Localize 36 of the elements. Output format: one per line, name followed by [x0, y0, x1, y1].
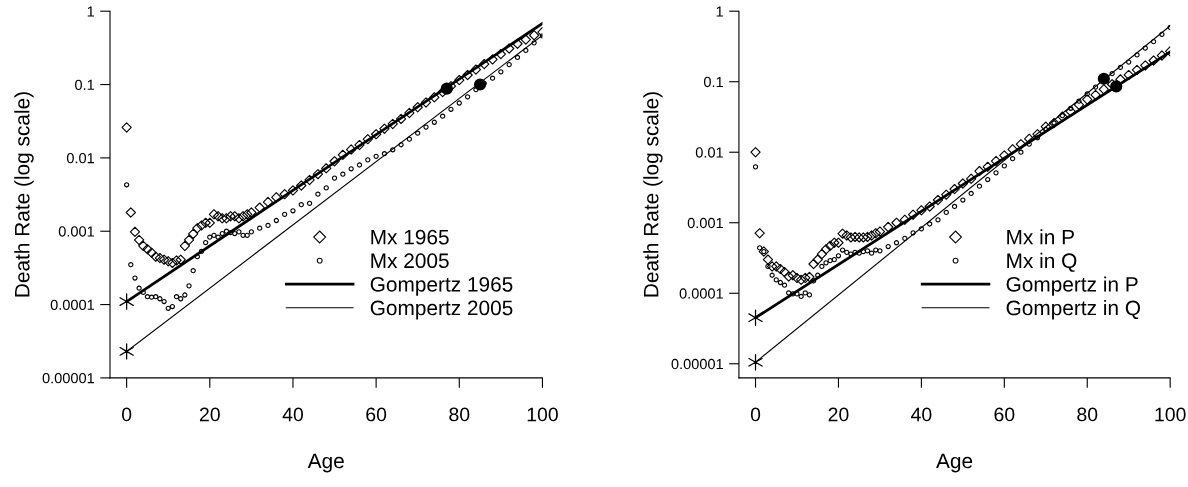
y-tick-label: 0.1 — [703, 76, 723, 88]
x-axis-title: Age — [936, 453, 973, 473]
legend-label: Mx 2005 — [371, 253, 449, 269]
legend-label: Gompertz 2005 — [370, 300, 513, 320]
y-tick-label: 1 — [716, 6, 723, 17]
x-tick-label: 0 — [121, 407, 132, 422]
y-tick-label: 1 — [87, 6, 95, 17]
x-tick-label: 60 — [366, 407, 387, 422]
x-axis-title: Age — [307, 453, 344, 473]
y-axis-title: Death Rate (log scale) — [14, 92, 34, 297]
y-tick-label: 0.01 — [66, 152, 95, 164]
x-tick-label: 40 — [911, 407, 932, 422]
legend-label: Mx in P — [1007, 229, 1074, 245]
legend-label: Gompertz in Q — [1006, 299, 1141, 320]
y-axis-title: Death Rate (log scale) — [643, 92, 663, 297]
y-tick-label: 0.0001 — [679, 288, 723, 299]
x-tick-label: 60 — [994, 407, 1015, 422]
x-tick-label: 100 — [1155, 407, 1186, 422]
y-tick-label: 0.0001 — [50, 299, 95, 310]
legend-label: Gompertz 1965 — [370, 276, 513, 296]
y-tick-label: 0.00001 — [671, 358, 723, 370]
y-tick-label: 0.01 — [695, 147, 723, 158]
y-tick-label: 0.00001 — [42, 373, 95, 384]
y-tick-label: 0.001 — [687, 217, 723, 229]
legend-label: Gompertz in P — [1006, 276, 1138, 296]
x-tick-label: 20 — [828, 407, 849, 422]
y-tick-label: 0.001 — [58, 226, 95, 237]
legend-label: Mx 1965 — [371, 229, 449, 245]
x-tick-label: 40 — [282, 407, 304, 422]
y-tick-label: 0.1 — [75, 79, 95, 90]
x-tick-label: 0 — [750, 407, 761, 422]
x-tick-label: 80 — [1077, 407, 1098, 422]
legend-label: Mx in Q — [1007, 252, 1077, 272]
x-tick-label: 20 — [199, 407, 220, 422]
x-tick-label: 100 — [527, 407, 558, 422]
x-tick-label: 80 — [449, 407, 470, 422]
